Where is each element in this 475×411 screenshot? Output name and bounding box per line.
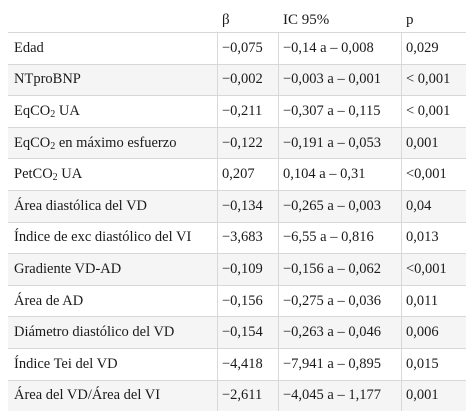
table-row: PetCO 2 UA 0,207 0,104 a – 0,31 <0,001 — [8, 158, 466, 190]
row-beta: −0,211 — [222, 102, 263, 119]
row-p: <0,001 — [406, 166, 447, 183]
row-label: Gradiente VD-AD — [14, 260, 122, 277]
row-p: 0,011 — [406, 292, 439, 309]
column-divider — [217, 32, 218, 411]
row-p: < 0,001 — [406, 102, 451, 119]
row-ic: −0,14 a – 0,008 — [283, 39, 374, 56]
table-row: Área de AD −0,156 −0,275 a – 0,036 0,011 — [8, 284, 466, 317]
row-beta: −2,611 — [222, 387, 263, 404]
row-p: 0,001 — [406, 134, 439, 151]
row-ic: −0,156 a – 0,062 — [283, 260, 381, 277]
row-label: Índice Tei del VD — [14, 355, 118, 372]
table-row: Índice Tei del VD −4,418 −7,941 a – 0,89… — [8, 347, 466, 380]
row-p: 0,013 — [406, 229, 439, 246]
row-beta: −3,683 — [222, 229, 263, 246]
row-label: EqCO 2 UA — [14, 102, 80, 120]
row-beta: 0,207 — [222, 166, 255, 183]
header-ic: IC 95% — [283, 12, 330, 28]
table-row: Gradiente VD-AD −0,109 −0,156 a – 0,062 … — [8, 253, 466, 285]
row-beta: −0,109 — [222, 260, 263, 277]
row-label: Edad — [14, 39, 44, 56]
row-beta: −0,122 — [222, 134, 263, 151]
table-row: Índice de exc diastólico del VI −3,683 −… — [8, 221, 466, 254]
row-beta: −4,418 — [222, 355, 263, 372]
row-beta: −0,075 — [222, 39, 263, 56]
row-ic: −4,045 a – 1,177 — [283, 387, 381, 404]
table-row: EqCO 2 en máximo esfuerzo −0,122 −0,191 a… — [8, 126, 466, 159]
row-label: Índice de exc diastólico del VI — [14, 229, 192, 246]
table-header: β IC 95% p — [8, 8, 466, 32]
header-beta: β — [222, 12, 230, 28]
row-beta: −0,002 — [222, 71, 263, 88]
regression-table: β IC 95% p Edad −0,075 −0,14 a – 0,008 0… — [8, 8, 466, 411]
row-ic: −6,55 a – 0,816 — [283, 229, 374, 246]
table-row: NTproBNP −0,002 −0,003 a – 0,001 < 0,001 — [8, 63, 466, 96]
row-p: < 0,001 — [406, 71, 451, 88]
row-beta: −0,154 — [222, 324, 263, 341]
row-label: PetCO 2 UA — [14, 166, 83, 184]
row-beta: −0,134 — [222, 197, 263, 214]
row-ic: −7,941 a – 0,895 — [283, 355, 381, 372]
table-row: Área diastólica del VD −0,134 −0,265 a –… — [8, 189, 466, 222]
row-ic: −0,003 a – 0,001 — [283, 71, 381, 88]
row-ic: −0,191 a – 0,053 — [283, 134, 381, 151]
row-ic: −0,275 a – 0,036 — [283, 292, 381, 309]
row-p: <0,001 — [406, 260, 447, 277]
row-p: 0,029 — [406, 39, 439, 56]
table-row: EqCO 2 UA −0,211 −0,307 a – 0,115 < 0,001 — [8, 95, 466, 127]
row-label: Área de AD — [14, 292, 84, 309]
row-p: 0,006 — [406, 324, 439, 341]
row-beta: −0,156 — [222, 292, 263, 309]
column-divider — [401, 32, 402, 411]
row-label: EqCO 2 en máximo esfuerzo — [14, 134, 177, 152]
row-label: Área diastólica del VD — [14, 197, 148, 214]
header-p: p — [406, 12, 414, 28]
row-p: 0,04 — [406, 197, 432, 214]
column-divider — [278, 32, 279, 411]
table-row: Diámetro diastólico del VD −0,154 −0,263… — [8, 316, 466, 348]
row-p: 0,001 — [406, 387, 439, 404]
table-row: Área del VD/Área del VI −2,611 −4,045 a … — [8, 379, 466, 411]
row-ic: −0,307 a – 0,115 — [283, 102, 381, 119]
row-ic: 0,104 a – 0,31 — [283, 166, 366, 183]
row-label: NTproBNP — [14, 71, 81, 88]
row-ic: −0,265 a – 0,003 — [283, 197, 381, 214]
table-row: Edad −0,075 −0,14 a – 0,008 0,029 — [8, 32, 466, 64]
row-ic: −0,263 a – 0,046 — [283, 324, 381, 341]
row-label: Área del VD/Área del VI — [14, 387, 161, 404]
row-p: 0,015 — [406, 355, 439, 372]
row-label: Diámetro diastólico del VD — [14, 324, 175, 341]
